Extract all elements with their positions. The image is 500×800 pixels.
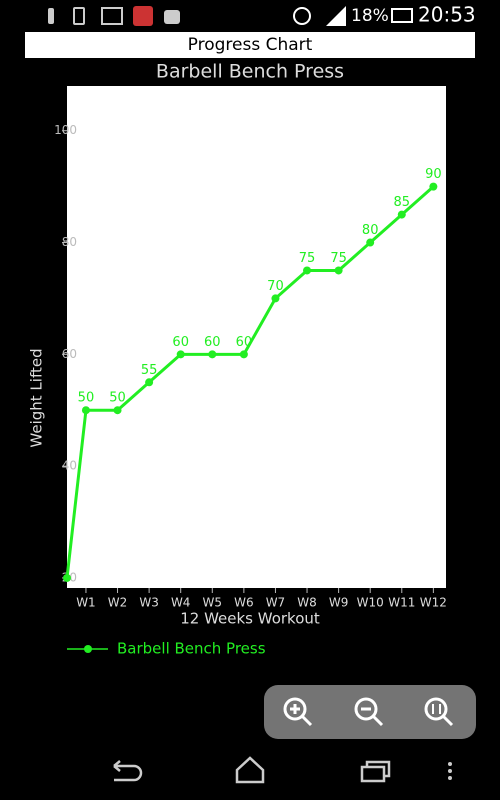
status-icons [48, 6, 413, 26]
legend-label: Barbell Bench Press [117, 640, 266, 658]
app-bar [25, 32, 475, 58]
data-label: 60 [172, 335, 189, 350]
data-point [429, 182, 438, 191]
zoom-controls [264, 685, 476, 739]
data-label: 90 [425, 167, 442, 182]
y-axis-label: Weight Lifted [28, 348, 46, 447]
data-point [113, 406, 122, 415]
y-tick-label: 80 [62, 235, 77, 249]
data-point [208, 350, 217, 359]
data-point [239, 350, 248, 359]
data-label: 85 [394, 195, 411, 210]
x-tick-label: W11 [388, 596, 415, 610]
clock: 20:53 [418, 3, 476, 27]
data-label: 80 [362, 223, 379, 238]
data-point [176, 350, 185, 359]
menu-button[interactable] [448, 762, 452, 780]
data-point [271, 294, 280, 303]
data-label: 55 [141, 363, 158, 378]
x-axis-label: 12 Weeks Workout [180, 610, 320, 628]
chart-title: Barbell Bench Press [156, 61, 344, 83]
data-point [63, 573, 71, 582]
y-tick-label: 60 [62, 347, 77, 361]
data-label: 50 [78, 391, 95, 406]
app-title: Progress Chart [188, 35, 313, 55]
data-point [366, 238, 375, 247]
data-label: 75 [330, 251, 347, 266]
x-tick-label: W6 [234, 596, 254, 610]
data-point [145, 378, 154, 387]
x-tick-label: W10 [357, 596, 384, 610]
data-label: 60 [204, 335, 221, 350]
data-label: 60 [236, 335, 253, 350]
x-tick-label: W12 [420, 596, 447, 610]
back-button[interactable] [113, 760, 143, 782]
x-tick-label: W1 [76, 596, 96, 610]
data-point [397, 210, 406, 219]
data-point [81, 406, 90, 415]
legend-marker [84, 645, 92, 653]
plot-area [67, 86, 446, 588]
x-tick-label: W4 [171, 596, 191, 610]
zoom-in-button[interactable] [283, 697, 313, 727]
recent-button[interactable] [360, 760, 391, 783]
data-label: 75 [299, 251, 316, 266]
data-point [334, 266, 343, 275]
x-tick-label: W5 [203, 596, 223, 610]
y-tick-label: 40 [62, 459, 77, 473]
data-label: 50 [109, 391, 126, 406]
x-tick-label: W7 [266, 596, 286, 610]
zoom-reset-button[interactable] [424, 697, 454, 727]
data-label: 70 [267, 279, 284, 294]
x-tick-label: W9 [329, 596, 349, 610]
x-tick-label: W8 [297, 596, 317, 610]
nav-bar [113, 756, 452, 784]
battery-level: 18% [351, 6, 389, 26]
zoom-out-button[interactable] [354, 697, 384, 727]
data-point [303, 266, 312, 275]
x-tick-label: W2 [108, 596, 128, 610]
x-tick-label: W3 [139, 596, 159, 610]
y-tick-label: 100 [54, 123, 77, 137]
home-button[interactable] [235, 756, 265, 784]
